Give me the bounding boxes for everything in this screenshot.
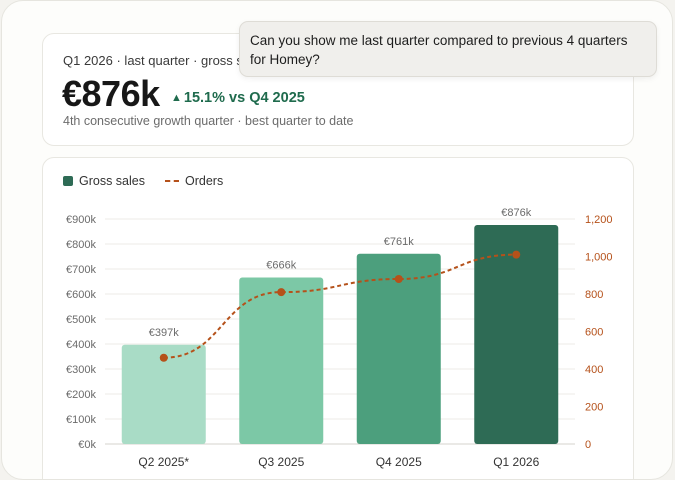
legend-swatch-gross-sales <box>63 176 73 186</box>
bar-value-label: €761k <box>384 236 414 248</box>
y-left-tick-label: €600k <box>66 289 96 301</box>
user-message-bubble: Can you show me last quarter compared to… <box>239 21 657 77</box>
x-tick-label: Q4 2025 <box>376 455 422 469</box>
bar-value-label: €397k <box>149 327 179 339</box>
growth-delta-text: 15.1% vs Q4 2025 <box>183 90 305 106</box>
y-left-tick-label: €400k <box>66 339 96 351</box>
summary-label: Q1 2026 · last quarter · gross sales <box>63 53 267 68</box>
orders-point <box>512 250 521 259</box>
y-right-tick-label: 0 <box>585 439 591 451</box>
y-right-tick-label: 400 <box>585 364 603 376</box>
x-tick-label: Q3 2025 <box>258 455 304 469</box>
y-left-tick-label: €200k <box>66 389 96 401</box>
bar-value-label: €666k <box>266 260 296 272</box>
legend-label-gross-sales: Gross sales <box>79 174 145 188</box>
y-right-tick-label: 200 <box>585 402 603 414</box>
bar-gross-sales <box>474 225 559 444</box>
bar-value-label: €876k <box>501 207 531 219</box>
gross-sales-value: €876k <box>62 73 160 114</box>
orders-point <box>394 275 403 283</box>
summary-note: 4th consecutive growth quarter · best qu… <box>63 114 354 128</box>
x-tick-label: Q2 2025* <box>138 455 189 469</box>
y-left-tick-label: €500k <box>66 314 96 326</box>
y-right-tick-label: 800 <box>585 289 603 301</box>
orders-line <box>163 253 517 359</box>
y-left-tick-label: €0k <box>78 439 96 451</box>
x-tick-label: Q1 2026 <box>493 455 539 469</box>
triangle-up-icon: ▲ <box>171 92 182 104</box>
legend-label-orders: Orders <box>185 174 224 188</box>
growth-delta: ▲ 15.1% vs Q4 2025 <box>171 90 305 106</box>
legend-swatch-orders <box>165 180 179 182</box>
y-left-tick-label: €300k <box>66 364 96 376</box>
y-left-tick-label: €700k <box>66 264 96 276</box>
y-right-tick-label: 1,200 <box>585 214 613 226</box>
y-left-tick-label: €100k <box>66 414 96 426</box>
y-right-tick-label: 1,000 <box>585 252 613 264</box>
orders-point <box>159 353 168 362</box>
chart-legend: Gross sales Orders <box>63 174 223 188</box>
y-left-tick-label: €900k <box>66 214 96 226</box>
bar-gross-sales <box>121 344 206 444</box>
bar-gross-sales <box>239 277 324 444</box>
bar-gross-sales <box>356 253 441 444</box>
orders-point <box>277 288 286 297</box>
y-right-tick-label: 600 <box>585 327 603 339</box>
y-left-tick-label: €800k <box>66 239 96 251</box>
